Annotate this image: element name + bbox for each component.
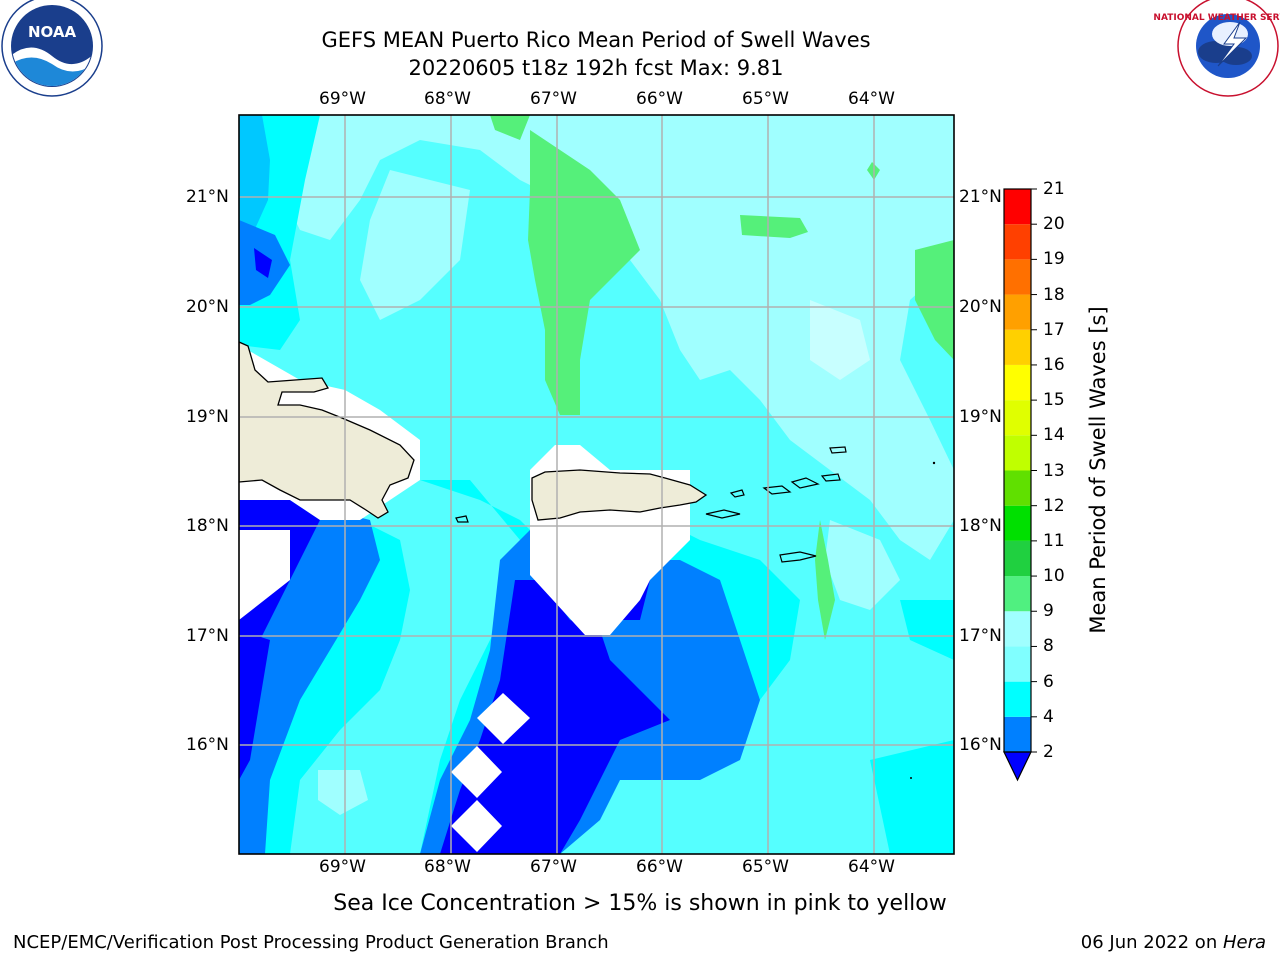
colorbar-segment bbox=[1004, 576, 1031, 612]
colorbar-tick-label: 9 bbox=[1043, 601, 1054, 622]
colorbar-title: Mean Period of Swell Waves [s] bbox=[1086, 306, 1110, 634]
noaa-logo-text: NOAA bbox=[28, 23, 77, 41]
lon-label-bottom-65w: 65°W bbox=[742, 857, 789, 877]
lat-label-right-17n: 17°N bbox=[959, 626, 1002, 646]
colorbar-segment bbox=[1004, 224, 1031, 260]
lon-label-top-67w: 67°W bbox=[530, 89, 577, 109]
sea-ice-note: Sea Ice Concentration > 15% is shown in … bbox=[333, 891, 947, 916]
lon-label-bottom-69w: 69°W bbox=[319, 857, 366, 877]
colorbar-tick-label: 14 bbox=[1043, 425, 1065, 446]
colorbar-segment bbox=[1004, 189, 1031, 225]
colorbar bbox=[1003, 188, 1037, 782]
lon-label-bottom-66w: 66°W bbox=[636, 857, 683, 877]
lat-label-right-18n: 18°N bbox=[959, 516, 1002, 536]
colorbar-segment bbox=[1004, 540, 1031, 577]
colorbar-tick-label: 10 bbox=[1043, 566, 1065, 587]
lon-label-bottom-67w: 67°W bbox=[530, 857, 577, 877]
map-title-line1: GEFS MEAN Puerto Rico Mean Period of Swe… bbox=[321, 28, 871, 52]
footer-date: 06 Jun 2022 on Hera bbox=[1081, 932, 1266, 954]
colorbar-segment bbox=[1004, 364, 1031, 401]
lat-label-right-19n: 19°N bbox=[959, 407, 1002, 427]
lat-label-left-16n: 16°N bbox=[186, 735, 229, 755]
colorbar-segment bbox=[1004, 646, 1031, 682]
colorbar-segment bbox=[1004, 716, 1031, 752]
colorbar-segment bbox=[1004, 505, 1031, 541]
colorbar-tick-label: 21 bbox=[1043, 179, 1065, 199]
lat-label-left-21n: 21°N bbox=[186, 187, 229, 207]
map-title-line2: 20220605 t18z 192h fcst Max: 9.81 bbox=[408, 56, 784, 80]
colorbar-segment bbox=[1004, 294, 1031, 330]
colorbar-tick-label: 20 bbox=[1043, 214, 1065, 235]
lon-label-top-66w: 66°W bbox=[636, 89, 683, 109]
lat-label-right-20n: 20°N bbox=[959, 297, 1002, 317]
lon-label-bottom-64w: 64°W bbox=[848, 857, 895, 877]
lon-label-top-69w: 69°W bbox=[319, 89, 366, 109]
nws-logo-ring-text: NATIONAL WEATHER SERVICE bbox=[1153, 13, 1280, 23]
footer-host: Hera bbox=[1222, 932, 1266, 953]
lon-label-bottom-68w: 68°W bbox=[424, 857, 471, 877]
colorbar-tick-label: 17 bbox=[1043, 319, 1065, 340]
lat-label-right-16n: 16°N bbox=[959, 735, 1002, 755]
colorbar-under-arrow bbox=[1003, 751, 1032, 782]
colorbar-tick-label: 2 bbox=[1043, 742, 1054, 762]
map-gridlines bbox=[239, 115, 954, 854]
colorbar-segment bbox=[1004, 400, 1031, 436]
colorbar-segment bbox=[1004, 259, 1031, 295]
colorbar-segment bbox=[1004, 470, 1031, 506]
colorbar-segment bbox=[1004, 611, 1031, 647]
nws-logo-icon: NATIONAL WEATHER SERVICE bbox=[1153, 0, 1280, 97]
lat-label-left-17n: 17°N bbox=[186, 626, 229, 646]
colorbar-tick-label: 19 bbox=[1043, 249, 1065, 270]
lon-label-top-65w: 65°W bbox=[742, 89, 789, 109]
footer-date-text: 06 Jun 2022 on bbox=[1080, 932, 1223, 953]
colorbar-segment bbox=[1004, 329, 1031, 365]
colorbar-tick-label: 12 bbox=[1043, 495, 1065, 516]
colorbar-segment bbox=[1004, 435, 1031, 471]
colorbar-tick-label: 6 bbox=[1043, 671, 1054, 692]
colorbar-segment bbox=[1004, 681, 1031, 717]
lat-label-right-21n: 21°N bbox=[959, 187, 1002, 207]
noaa-logo-icon: NOAA bbox=[1, 0, 103, 97]
footer-branch: NCEP/EMC/Verification Post Processing Pr… bbox=[13, 932, 609, 953]
lon-label-top-68w: 68°W bbox=[424, 89, 471, 109]
lat-label-left-19n: 19°N bbox=[186, 407, 229, 427]
colorbar-tick-label: 18 bbox=[1043, 284, 1065, 305]
lat-label-left-20n: 20°N bbox=[186, 297, 229, 317]
colorbar-tick-label: 16 bbox=[1043, 354, 1065, 375]
colorbar-tick-label: 4 bbox=[1043, 706, 1054, 727]
lon-label-top-64w: 64°W bbox=[848, 89, 895, 109]
colorbar-tick-label: 11 bbox=[1043, 530, 1065, 551]
lat-label-left-18n: 18°N bbox=[186, 516, 229, 536]
swell-period-field bbox=[239, 115, 954, 854]
colorbar-tick-label: 13 bbox=[1043, 460, 1065, 481]
colorbar-tick-label: 8 bbox=[1043, 636, 1054, 657]
colorbar-tick-label: 15 bbox=[1043, 390, 1065, 411]
map-frame bbox=[238, 114, 955, 855]
